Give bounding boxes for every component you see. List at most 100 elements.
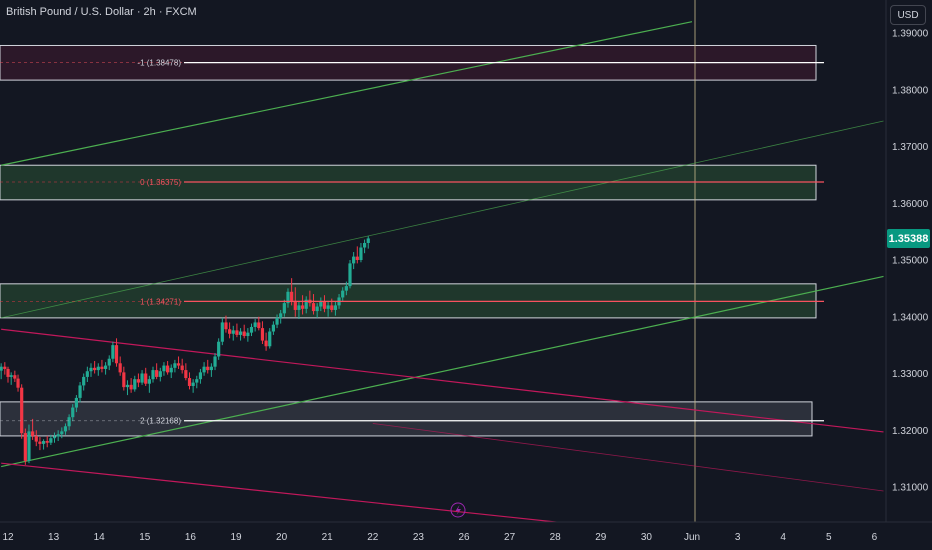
candle-body [249, 326, 254, 333]
candle-body [136, 379, 141, 383]
candle-body [359, 247, 363, 260]
candle-body [202, 366, 206, 373]
candle-body [253, 322, 257, 327]
candle-body [213, 356, 217, 367]
time-tick-label: 4 [780, 532, 786, 543]
candle-body [279, 313, 283, 318]
time-axis-bg [0, 522, 932, 550]
time-tick-label: 26 [458, 532, 470, 543]
candle-body [52, 436, 57, 439]
candle-body [246, 332, 250, 337]
symbol-title: British Pound / U.S. Dollar · 2h · FXCM [6, 6, 197, 18]
candle-body [217, 341, 221, 357]
price-axis[interactable]: 1.39000 1.38000 1.37000 1.36000 1.35000 1.340… [885, 0, 932, 550]
candle-body [9, 375, 13, 377]
price-tick-label: 1.37000 [892, 142, 929, 153]
candle-body [67, 417, 71, 427]
candle-body [45, 441, 49, 443]
candle-body [198, 372, 203, 380]
price-tick-label: 1.31000 [892, 483, 929, 494]
candle-body [366, 238, 370, 243]
candle-body [275, 317, 279, 325]
candle-body [3, 366, 7, 369]
price-tick-label: 1.33000 [892, 369, 929, 380]
candle-body [13, 375, 17, 379]
candle-body [341, 290, 345, 298]
candle-body [89, 367, 93, 372]
time-tick-label: 19 [230, 532, 242, 543]
trend-line [1, 21, 693, 166]
candle-body [16, 378, 20, 388]
candle-body [125, 384, 130, 388]
candle-body [209, 366, 213, 371]
candle-body [27, 431, 31, 461]
fib-level-label: 0 (1.36375) [140, 178, 181, 187]
time-tick-label: 16 [185, 532, 197, 543]
candle-body [78, 385, 82, 398]
time-tick-label: 6 [872, 532, 878, 543]
candle-body [315, 306, 319, 312]
time-tick-label: 12 [2, 532, 14, 543]
candle-body [107, 358, 111, 366]
candle-body [293, 300, 297, 310]
time-tick-label: 22 [367, 532, 379, 543]
time-axis[interactable]: 12 13 14 15 16 19 20 21 22 23 26 27 28 29 30 Jun 3 4 5 6 [0, 521, 932, 550]
price-tick-label: 1.34000 [892, 312, 929, 323]
candle-body [56, 434, 60, 437]
candle-body [173, 363, 177, 368]
trend-line [1, 462, 574, 525]
fib-level-labels: -1 (1.38478) 0 (1.36375) 1 (1.34271) 2 (1.3… [0, 59, 824, 426]
candle-body [264, 340, 268, 347]
candle-body [311, 303, 316, 312]
time-tick-label: 23 [413, 532, 425, 543]
candle-body [333, 305, 338, 310]
candle-body [6, 368, 10, 377]
candle-body [238, 331, 243, 335]
candle-body [38, 441, 42, 444]
time-tick-label: 15 [139, 532, 151, 543]
candle-body [271, 324, 275, 332]
candle-body [231, 330, 235, 334]
candle-body [151, 370, 155, 380]
candle-body [60, 431, 64, 435]
candle-body [304, 299, 308, 309]
candle-body [326, 305, 330, 309]
candle-body [166, 365, 170, 373]
candle-body [286, 291, 290, 304]
time-tick-label: 21 [322, 532, 334, 543]
candle-body [242, 331, 246, 337]
candle-body [355, 256, 359, 260]
candle-body [103, 365, 108, 369]
candle-body [93, 367, 97, 371]
candle-body [140, 373, 144, 383]
trend-line [1, 328, 884, 433]
candle-body [63, 426, 68, 432]
candle-body [224, 322, 228, 330]
candle-body [344, 286, 348, 291]
candle-body [257, 322, 261, 329]
candle-body [300, 305, 305, 309]
candle-body [0, 366, 3, 371]
lightning-icon[interactable] [450, 502, 466, 518]
time-tick-label: 13 [48, 532, 60, 543]
candles [0, 236, 370, 465]
time-tick-label: 14 [94, 532, 106, 543]
candle-body [162, 365, 166, 372]
candle-body [330, 305, 334, 310]
time-tick-label: 20 [276, 532, 288, 543]
trend-line [1, 275, 884, 468]
candle-body [49, 438, 53, 443]
trend-line [1, 120, 884, 319]
candle-body [158, 371, 162, 377]
price-tick-label: 1.32000 [892, 426, 929, 437]
candle-body [290, 291, 294, 301]
candle-body [206, 366, 210, 371]
trend-line [372, 423, 884, 492]
price-tick-label: 1.38000 [892, 85, 929, 96]
candle-body [155, 370, 159, 377]
candle-body [348, 263, 352, 287]
currency-button[interactable]: USD [890, 5, 926, 25]
candle-body [268, 331, 272, 347]
candle-body [74, 397, 78, 408]
